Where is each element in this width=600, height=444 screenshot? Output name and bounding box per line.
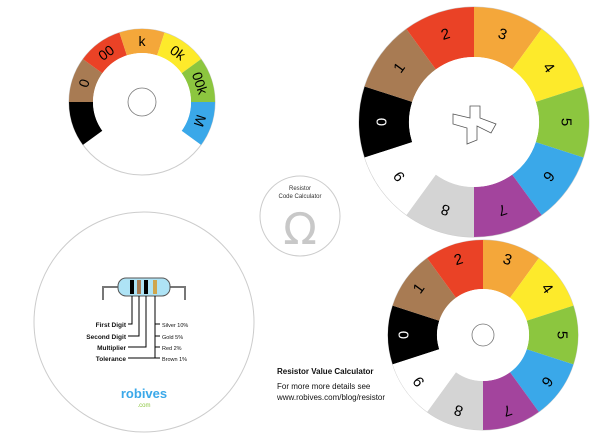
caption-line-2: www.robives.com/blog/resistor (277, 393, 386, 402)
center-badge: Resistor Code Calculator Ω (259, 175, 341, 257)
mult-segment-4 (157, 32, 202, 74)
wheel-b-segment-7 (483, 372, 539, 431)
legend-brown: Brown 1% (162, 357, 187, 363)
legend-disc: First Digit Second Digit Multiplier Tole… (33, 211, 255, 433)
wheel-a-segment-0 (358, 86, 413, 158)
legend-first-digit: First Digit (96, 322, 127, 329)
wheel-b-segment-1 (392, 258, 456, 321)
mult-segment-1 (69, 59, 103, 102)
legend-second-digit: Second Digit (86, 334, 127, 341)
legend-tolerance: Tolerance (96, 356, 127, 363)
wheel-b-segment-9 (392, 349, 456, 412)
wheel-a-segment-3 (474, 7, 542, 70)
wheel-b-segment-4 (510, 258, 574, 321)
mult-segment-6 (181, 102, 215, 145)
brand-logo: robives (121, 386, 167, 401)
wheel-a-segment-2 (406, 7, 474, 70)
wheel-a-digit-label: 5 (558, 118, 575, 126)
wheel-a-segment-1 (364, 28, 436, 102)
badge-subtitle: Code Calculator (278, 194, 321, 200)
wheel-a-segment-6 (512, 142, 584, 216)
wheel-a-segment-4 (512, 28, 584, 102)
caption-title: Resistor Value Calculator (277, 367, 374, 376)
wheel-b-pivot-hole (471, 323, 495, 347)
legend-red: Red 2% (162, 346, 182, 352)
resistor-icon (102, 277, 186, 300)
wheel-a-segment-8 (406, 174, 474, 237)
legend-gold: Gold 5% (162, 335, 183, 341)
caption-line-1: For more more details see (277, 382, 371, 391)
mult-label: 00k (189, 70, 212, 97)
mult-segment-0 (69, 102, 103, 145)
wheel-b-segment-5 (526, 305, 578, 365)
y-cutout-icon (452, 105, 497, 145)
wheel-b-digit-label: 0 (396, 331, 413, 339)
wheel-b-segment-0 (387, 305, 440, 365)
wheel-b-segment-3 (483, 240, 539, 298)
mult-pivot-hole (127, 87, 157, 117)
wheel-a-segment-7 (474, 174, 542, 237)
legend-multiplier: Multiplier (97, 345, 126, 352)
legend-silver: Silver 10% (162, 323, 188, 329)
caption: Resistor Value Calculator For more more … (277, 366, 477, 403)
wheel-b-digit-label: 5 (554, 331, 571, 339)
mult-segment-5 (181, 59, 215, 102)
wheel-a-digit-label: 0 (374, 118, 391, 126)
wheel-a-segment-9 (364, 142, 436, 216)
brand-domain: .com (137, 403, 150, 409)
mult-label: k (139, 33, 147, 49)
wheel-a-segment-5 (535, 86, 590, 158)
ohm-symbol-icon: Ω (283, 204, 317, 255)
wheel-b-segment-2 (427, 240, 483, 298)
mult-label: M (191, 113, 210, 129)
wheel-b-segment-6 (510, 349, 574, 412)
wheel-a-hub (409, 57, 539, 187)
badge-title: Resistor (289, 186, 311, 192)
mult-segment-3 (119, 29, 165, 56)
mult-segment-2 (82, 32, 127, 74)
wheel-b-segment-8 (427, 372, 483, 431)
